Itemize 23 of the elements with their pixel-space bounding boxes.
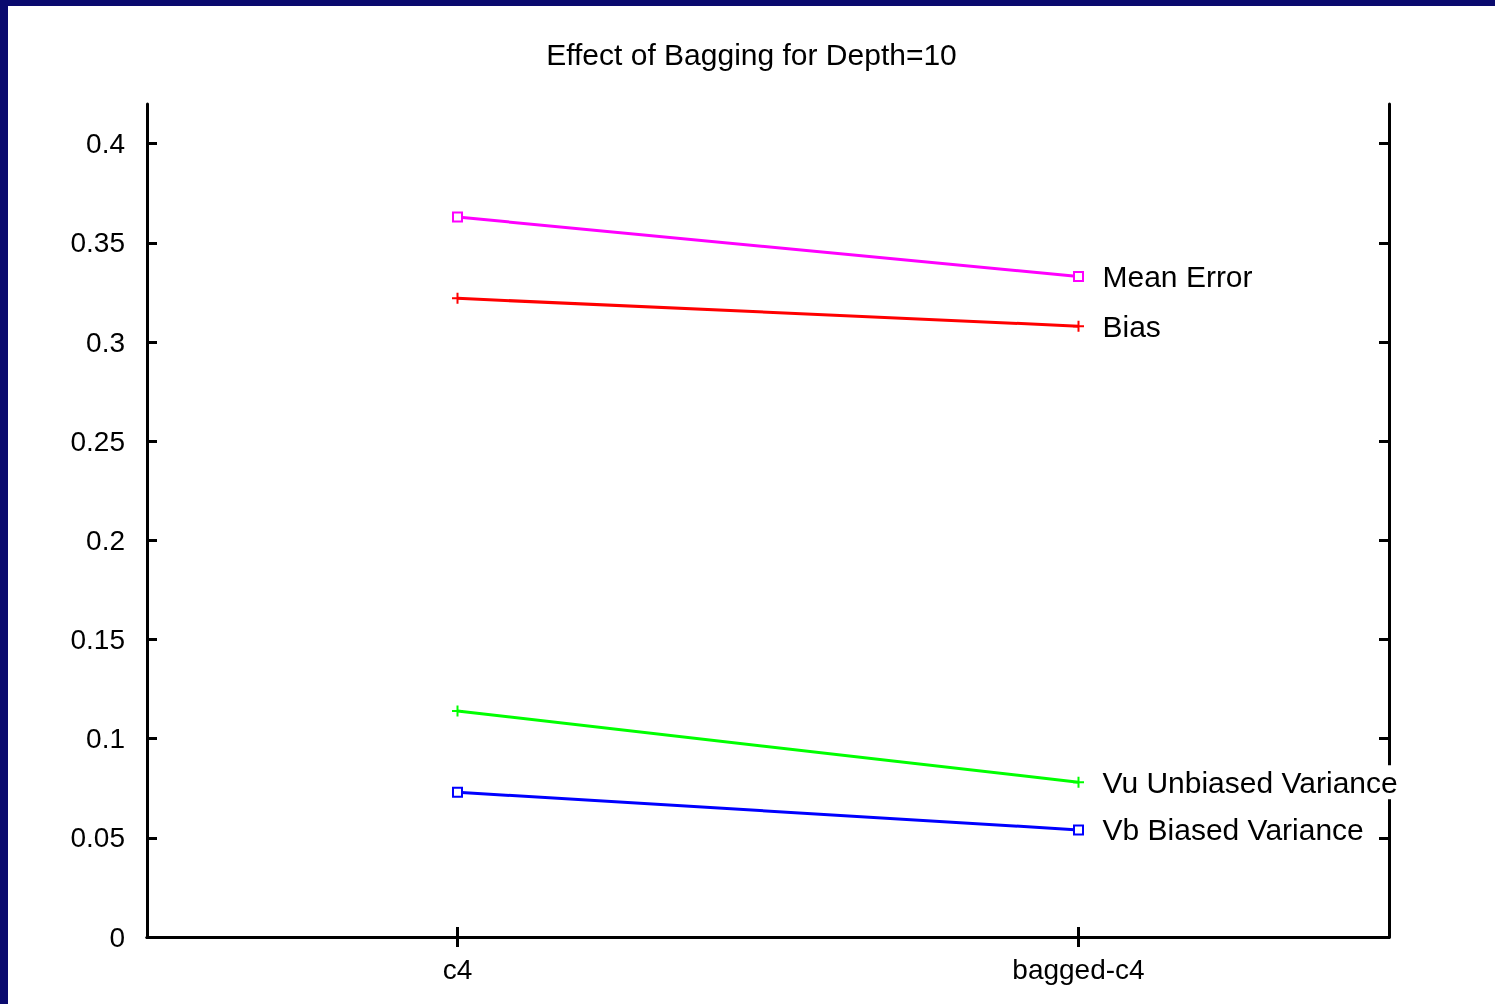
series-label: Mean Error <box>1102 260 1253 294</box>
point <box>452 211 463 223</box>
x-tick-label: bagged-c4 <box>1012 953 1145 985</box>
point <box>451 704 464 718</box>
point <box>1072 319 1085 333</box>
y-tick-label: 0 <box>109 921 125 953</box>
y-tick-label: 0.2 <box>86 524 125 556</box>
y-tick-label: 0.15 <box>70 624 125 655</box>
point <box>1073 824 1084 836</box>
y-tick-label: 0.4 <box>86 128 125 160</box>
x-tick-label: c4 <box>442 953 473 985</box>
y-tick-label: 0.05 <box>70 822 125 854</box>
series-label: Vu Unbiased Variance <box>1102 765 1398 799</box>
y-tick-label: 0.3 <box>86 326 125 358</box>
point <box>1072 775 1085 789</box>
series-label: Bias <box>1102 309 1161 343</box>
point <box>1073 271 1084 283</box>
chart-title: Effect of Bagging for Depth=10 <box>546 37 957 71</box>
series-label: Vb Biased Variance <box>1102 813 1364 847</box>
y-tick-label: 0.35 <box>70 227 125 259</box>
y-tick-label: 0.1 <box>86 723 125 755</box>
point <box>452 786 463 798</box>
y-tick-label: 0.25 <box>70 425 125 457</box>
